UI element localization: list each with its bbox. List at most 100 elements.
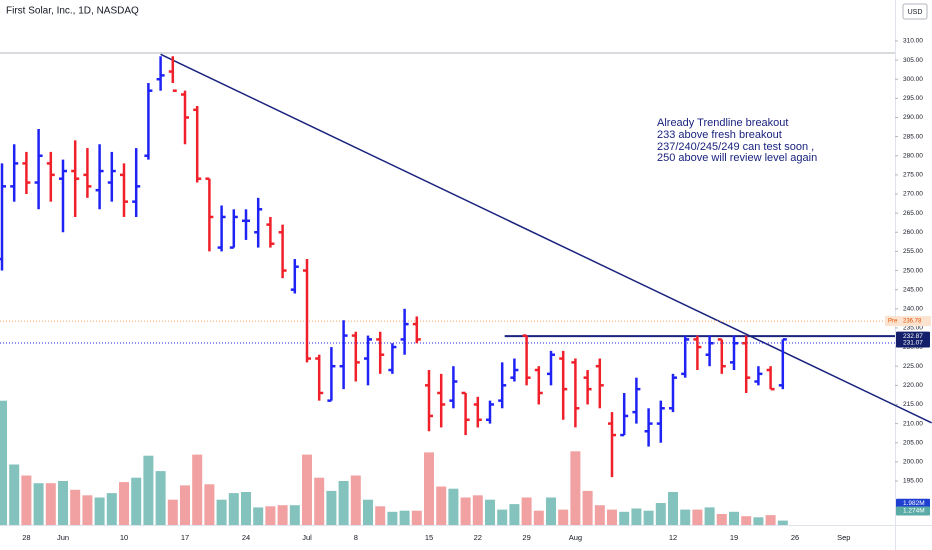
y-tick-label: 260.00 [903,229,923,236]
volume-bar [448,488,459,525]
volume-bar [70,489,81,525]
axis-layer: 195.00 200.00 205.00 210.00 215.00 220.00 225.… [22,38,931,542]
volume-bar [241,492,251,525]
x-tick-label: 17 [181,533,189,542]
y-tick-label: 200.00 [903,459,923,466]
chart-title: First Solar, Inc., 1D, NASDAQ [6,6,139,17]
volume-bar [436,486,447,525]
y-tick-label: 290.00 [903,114,923,121]
y-tick-label: 305.00 [903,57,923,64]
pre-tag-name: Pre [888,319,898,325]
volume-layer [0,400,788,525]
annotation-line: 237/240/245/249 can test soon , [657,141,814,153]
y-tick-label: 210.00 [903,420,923,427]
x-tick-label: 10 [120,533,128,542]
y-tick-label: 235.00 [903,325,923,332]
volume-bar [582,490,593,525]
volume-bar [9,464,20,525]
volume-bar [277,505,288,525]
volume-bar [131,477,142,525]
volume-bar [94,497,105,525]
bar-layer [0,56,787,478]
volume-bar [680,509,691,525]
price-tag-label: 232.87 [903,333,923,340]
volume-bar [167,499,178,525]
y-tick-label: 245.00 [903,286,923,293]
volume-bar [716,514,727,525]
volume-bar [777,520,788,525]
y-tick-label: 265.00 [903,210,923,217]
x-tick-label: 26 [791,533,799,542]
volume-bar [424,452,434,525]
x-tick-label: Sep [837,533,850,542]
volume-bar [765,515,776,525]
price-tag-box [896,331,930,341]
y-tick-label: 250.00 [903,267,923,274]
volume-bar [119,482,129,525]
volume-bar [314,477,325,525]
volume-bar [253,507,264,525]
volume-bar [21,475,32,525]
pre-tag-box [885,316,931,327]
x-tick-label: 19 [730,533,738,542]
volume-bar [33,483,44,525]
volume-tag-box [896,506,930,516]
volume-bar [668,492,678,525]
volume-bar [619,511,630,525]
volume-tag-label: 1.274M [903,508,925,515]
volume-bar [704,507,715,525]
x-tick-label: Aug [569,533,582,542]
price-tag-box [896,338,930,348]
annotation: Already Trendline breakout 233 above fre… [657,117,817,164]
volume-bar [289,505,300,525]
y-tick-label: 270.00 [903,191,923,198]
currency-box[interactable] [902,3,928,20]
volume-bar [387,511,398,525]
pre-tag-label: 236.78 [903,319,922,325]
volume-bar [106,493,117,525]
volume-bar [228,493,239,525]
x-tick-label: Jun [57,533,69,542]
volume-bar [180,485,190,525]
volume-bar [302,454,312,525]
volume-bar [58,481,68,525]
x-tick-label: 29 [522,533,530,542]
volume-tag-label: 1.982M [903,500,925,507]
volume-bar [326,490,337,525]
volume-bar [399,510,410,525]
trendline [160,53,932,424]
y-tick-label: 205.00 [903,439,923,446]
currency: USD [908,9,923,16]
x-tick-label: 22 [474,533,482,542]
drawing-layer [0,53,932,424]
y-tick-label: 310.00 [903,38,923,45]
volume-bar [631,508,642,525]
y-tick-label: 225.00 [903,363,923,370]
volume-bar [143,455,154,525]
volume-bar [497,509,508,525]
volume-bar [460,497,471,525]
volume-bar [472,495,483,525]
volume-bar [521,497,532,525]
x-tick-label: 24 [242,533,250,542]
volume-bar [753,517,764,525]
y-tick-label: 285.00 [903,133,923,140]
volume-bar [363,499,373,525]
y-tick-label: 275.00 [903,172,923,179]
volume-bar [338,481,349,525]
volume-bar [570,451,581,525]
volume-bar [485,499,495,525]
x-tick-label: 8 [354,533,358,542]
volume-bar [155,471,166,525]
volume-bar [375,506,386,525]
x-tick-label: Jul [302,533,312,542]
volume-bar [594,505,605,525]
volume-bar [741,516,752,525]
y-tick-label: 195.00 [903,478,923,485]
volume-tag-box [896,498,930,508]
volume-bar [509,504,520,525]
volume-bar [265,506,276,525]
volume-bar [192,454,203,525]
